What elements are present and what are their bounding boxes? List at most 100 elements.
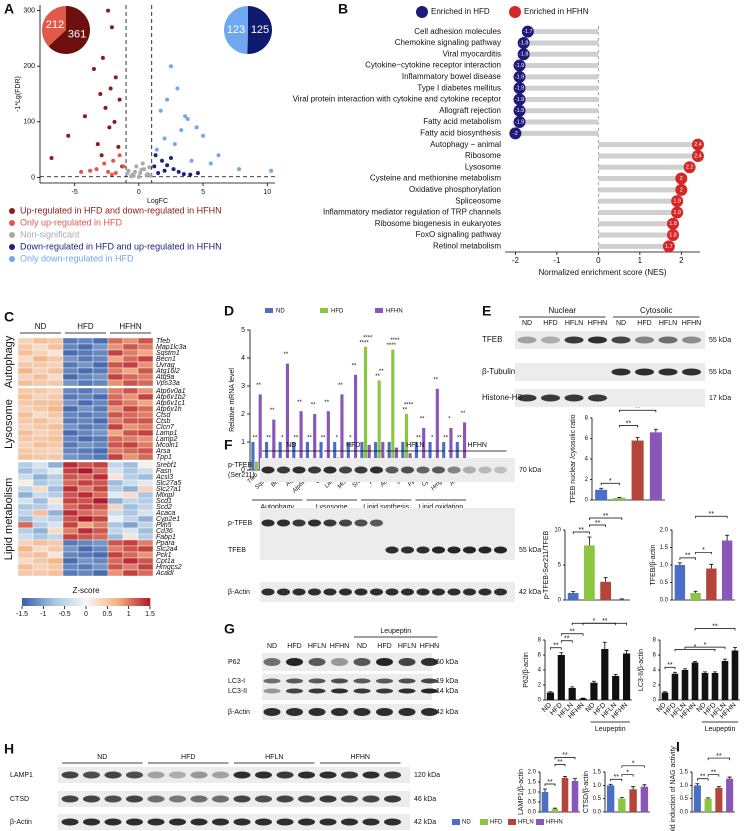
value-label: -2 [513, 131, 518, 137]
band [331, 708, 348, 716]
panel-label: F [224, 437, 233, 453]
blot-strip [262, 674, 432, 700]
bar [404, 414, 409, 470]
heatmap-cell [92, 557, 109, 565]
heatmap-cell [62, 467, 79, 475]
heatmap-cell [17, 473, 34, 481]
bar [278, 442, 282, 470]
point [134, 164, 139, 169]
point [172, 142, 177, 147]
bar [401, 442, 405, 470]
heatmap-cell [32, 551, 49, 559]
band [276, 795, 294, 803]
legend-label: HFLN [518, 820, 534, 826]
heatmap-cell [47, 473, 64, 481]
value-label: 2 [680, 187, 683, 193]
gene-label: Becn1 [156, 356, 176, 363]
heatmap-cell [17, 485, 34, 493]
band [147, 818, 165, 826]
value-label: -1.9 [515, 120, 524, 126]
band [233, 818, 251, 826]
heatmap-cell [107, 399, 124, 407]
legend-label: Enriched in HFHN [524, 7, 589, 16]
error-bar [619, 797, 624, 799]
heatmap-cell [47, 569, 64, 577]
heatmap-cell [77, 497, 94, 505]
heatmap-cell [137, 557, 154, 565]
error-bar [573, 778, 577, 781]
heatmap-cell [47, 563, 64, 571]
x-tick-label: 0 [137, 189, 141, 196]
y-axis-label: TFEB nuclear /cytosolic ratio [570, 414, 577, 503]
band [447, 546, 461, 554]
heatmap-cell [17, 545, 34, 553]
colorbar-cell [146, 598, 151, 606]
point [117, 97, 122, 102]
heatmap-cell [47, 527, 64, 535]
legend-marker [509, 6, 521, 18]
error-bar [608, 783, 613, 786]
bar [618, 798, 626, 812]
heatmap-cell [137, 551, 154, 559]
band [298, 795, 315, 803]
significance: ** [547, 779, 553, 786]
bracket-label: Leupeptin [595, 726, 626, 733]
heatmap-cell [92, 349, 109, 357]
row-label: LC3-II [228, 688, 247, 695]
bar [354, 374, 358, 470]
section-label: Cytosolic [640, 306, 672, 315]
bar [319, 442, 323, 470]
bracket-label: Leupeptin [380, 628, 411, 635]
heatmap-cell [47, 441, 64, 449]
band [362, 795, 380, 803]
heatmap-cell [107, 337, 124, 345]
y-tick-label: 1.0 [680, 783, 689, 789]
heatmap-cell [17, 569, 34, 577]
row-label: LC3-I [228, 678, 245, 685]
heatmap-cell [107, 485, 124, 493]
band [384, 818, 401, 826]
heatmap-cell [47, 393, 64, 401]
y-tick-label: 5 [241, 327, 245, 334]
heatmap-cell [32, 539, 49, 547]
value-label: -1.9 [515, 86, 524, 92]
bar [561, 778, 569, 812]
row-label: P62 [228, 659, 241, 666]
band [83, 795, 100, 803]
point [94, 167, 99, 172]
point [194, 125, 199, 130]
band [398, 708, 416, 716]
band [401, 466, 414, 474]
colorbar-tick-label: -0.5 [59, 611, 71, 618]
heatmap-cell [92, 509, 109, 517]
group-label: HFHN [351, 754, 370, 761]
value-label: 2.4 [694, 142, 702, 148]
y-axis-label: Fold induction of NAG activity [670, 746, 677, 831]
legend-label: HFHN [546, 820, 563, 826]
y-tick-label: 0.5 [593, 796, 602, 802]
gene-label: Lamp1 [156, 430, 178, 437]
band [682, 336, 701, 344]
point [139, 167, 144, 172]
pathway-label: Fatty acid metabolism [423, 117, 501, 126]
point [195, 170, 200, 175]
heatmap-cell [62, 405, 79, 413]
heatmap-cell [137, 453, 154, 461]
heatmap-cell [137, 473, 154, 481]
point [189, 158, 194, 163]
heatmap-cell [32, 349, 49, 357]
heatmap-cell [32, 405, 49, 413]
group-label: HFD [181, 754, 195, 761]
band [308, 708, 326, 716]
significance: ** [603, 513, 609, 520]
heatmap-cell [17, 461, 34, 469]
significance-bracket [674, 649, 716, 652]
panel-label: E [482, 303, 491, 319]
significance: ** [457, 436, 462, 442]
heatmap-cell [62, 361, 79, 369]
point [144, 173, 149, 178]
nes-dot [662, 240, 675, 253]
pathway-label: Type I diabetes mellitus [417, 83, 501, 92]
bar [264, 442, 269, 470]
x-tick-label: -1 [553, 256, 561, 265]
